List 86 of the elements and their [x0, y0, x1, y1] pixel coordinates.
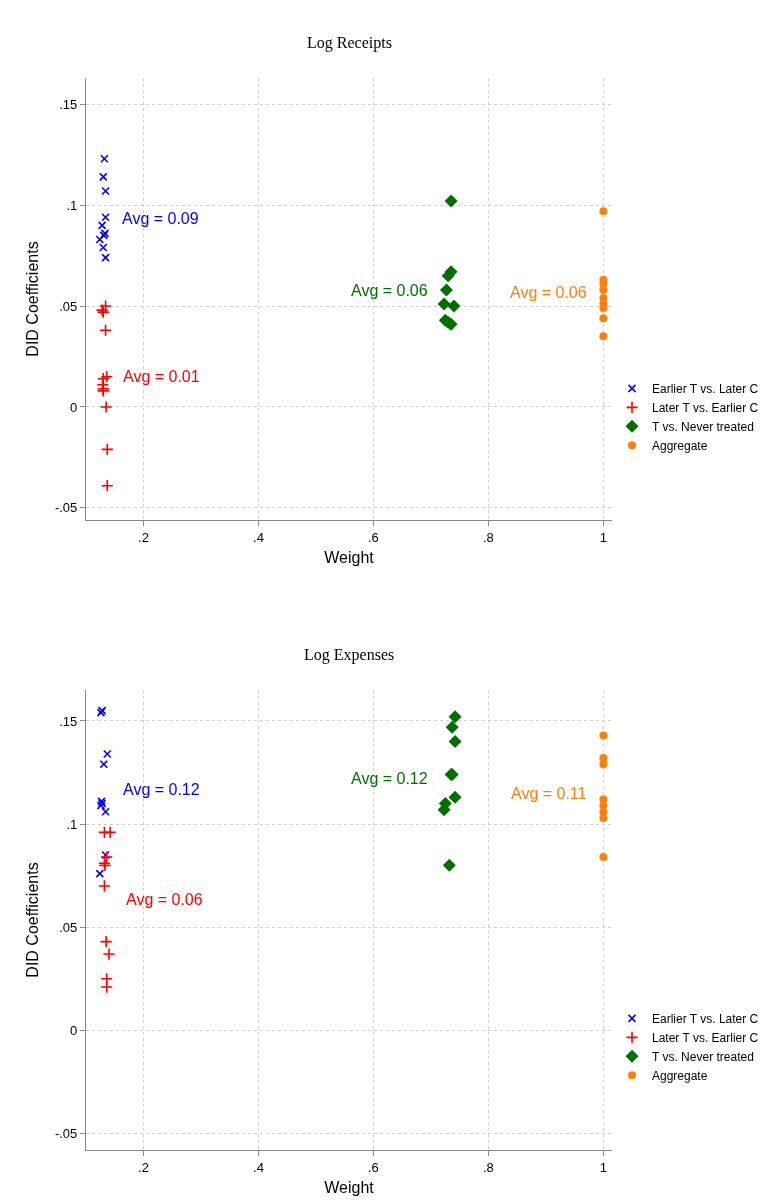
point — [98, 172, 108, 182]
y-tick-label: 0 — [70, 1022, 78, 1038]
point — [99, 935, 113, 949]
point — [101, 186, 110, 196]
chart-title: Log Receipts — [307, 34, 392, 52]
y-axis-title: DID Coefficients — [23, 241, 41, 357]
legend-label: Aggregate — [652, 1069, 708, 1084]
point — [100, 154, 109, 164]
annotation: Avg = 0.11 — [511, 785, 587, 802]
point — [103, 825, 117, 839]
y-tick-label: -.05 — [54, 500, 78, 516]
point — [599, 813, 608, 822]
point — [101, 850, 110, 860]
point — [599, 731, 608, 740]
chart-title: Log Expenses — [304, 646, 395, 664]
annotation: Avg = 0.12 — [351, 770, 428, 787]
point — [599, 332, 608, 341]
point — [439, 283, 453, 297]
point — [599, 795, 608, 804]
annotation: Avg = 0.06 — [126, 891, 203, 908]
x-tick-label: .8 — [482, 529, 494, 545]
point — [444, 194, 458, 208]
point — [95, 869, 105, 878]
y-tick-label: .1 — [66, 197, 78, 213]
x-axis-title: Weight — [324, 549, 375, 567]
point — [102, 947, 116, 961]
x-tick-label: .8 — [482, 1159, 494, 1175]
point — [599, 304, 608, 313]
legend-label: Later T vs. Earlier C — [652, 1031, 759, 1046]
point — [447, 299, 461, 313]
legend-label: T vs. Never treated — [652, 420, 754, 435]
point — [98, 879, 111, 893]
point — [101, 807, 110, 816]
y-tick-label: .05 — [59, 919, 78, 935]
point — [99, 400, 113, 414]
y-axis-title: DID Coefficients — [23, 862, 41, 978]
point — [102, 749, 112, 759]
point — [599, 207, 608, 216]
annotation: Avg = 0.09 — [122, 210, 199, 227]
legend-label: Aggregate — [652, 439, 708, 454]
point — [101, 253, 110, 262]
point — [448, 790, 462, 804]
y-tick-label: .05 — [59, 298, 78, 314]
point — [96, 372, 110, 386]
x-tick-label: .4 — [253, 529, 264, 545]
point — [442, 858, 456, 872]
annotation: Avg = 0.06 — [510, 284, 587, 301]
point — [95, 235, 105, 244]
y-tick-label: 0 — [70, 399, 78, 415]
annotation: Avg = 0.01 — [123, 368, 200, 385]
x-axis-title: Weight — [324, 1179, 375, 1197]
x-tick-label: .4 — [253, 1159, 264, 1175]
point — [97, 221, 107, 230]
legend-label: Earlier T vs. Later C — [652, 382, 759, 397]
point — [437, 297, 451, 311]
annotation: Avg = 0.06 — [351, 282, 428, 299]
x-tick-label: .2 — [138, 1159, 149, 1175]
point — [599, 853, 608, 862]
point — [599, 285, 608, 294]
y-tick-label: .1 — [66, 816, 78, 832]
point — [100, 980, 114, 994]
y-tick-label: .15 — [59, 96, 78, 112]
x-tick-label: .2 — [138, 529, 149, 545]
point — [599, 314, 608, 323]
legend-label: Earlier T vs. Later C — [652, 1012, 759, 1027]
annotation: Avg = 0.12 — [123, 781, 200, 798]
point — [100, 479, 114, 493]
x-tick-label: 1 — [599, 1159, 607, 1175]
legend-label: Later T vs. Earlier C — [652, 401, 759, 416]
x-tick-label: .6 — [368, 529, 379, 545]
point — [99, 759, 109, 769]
y-tick-label: -.05 — [54, 1126, 78, 1142]
point — [99, 323, 112, 337]
y-tick-label: .15 — [59, 713, 78, 729]
point — [100, 442, 114, 456]
x-tick-label: .6 — [368, 1159, 379, 1175]
point — [448, 710, 462, 724]
point — [599, 760, 608, 769]
point — [101, 212, 110, 222]
point — [445, 720, 459, 734]
point — [98, 243, 108, 252]
point — [100, 850, 114, 864]
x-tick-label: 1 — [599, 529, 607, 545]
legend-label: T vs. Never treated — [652, 1050, 754, 1065]
point — [100, 370, 114, 384]
point — [448, 735, 462, 749]
